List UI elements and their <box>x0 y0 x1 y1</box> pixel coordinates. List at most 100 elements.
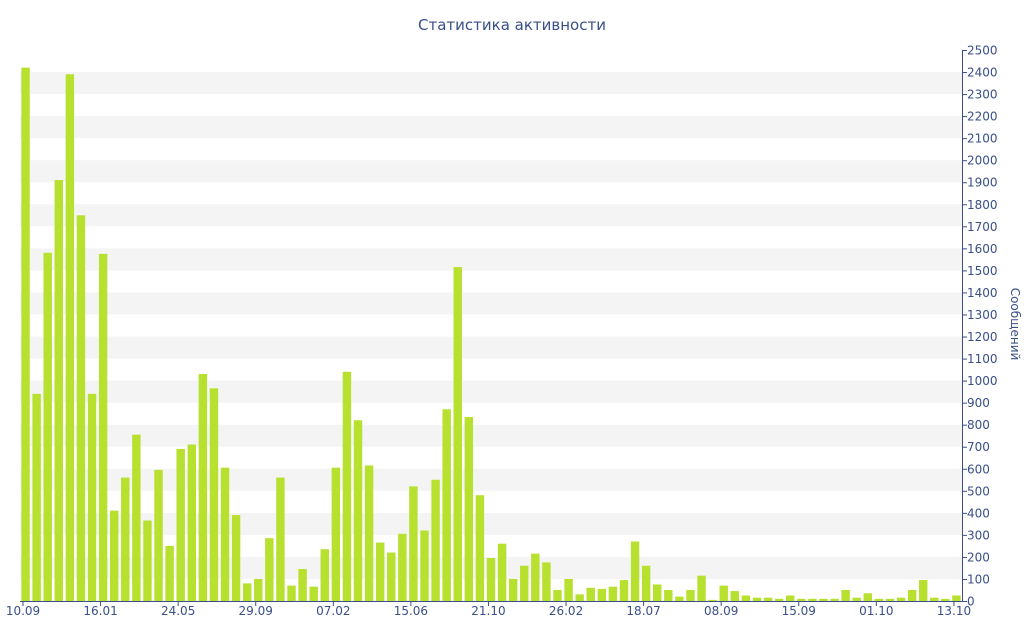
y-tick-label: 2500 <box>967 44 998 58</box>
bar <box>154 469 163 601</box>
bar <box>930 597 939 601</box>
y-tick-label: 2300 <box>967 88 998 102</box>
y-tick-label: 700 <box>967 440 990 454</box>
bar <box>542 562 551 601</box>
bar <box>309 586 318 601</box>
bar <box>32 393 41 601</box>
grid-band <box>20 336 962 359</box>
grid-band <box>20 116 962 139</box>
y-tick-label: 1500 <box>967 264 998 278</box>
bar <box>76 215 86 602</box>
y-tick-label: 1800 <box>967 198 998 212</box>
bar <box>819 598 828 601</box>
bar <box>121 477 130 601</box>
x-tick-label: 10.09 <box>6 604 40 618</box>
bar <box>98 253 108 601</box>
y-tick-label: 1000 <box>967 374 998 388</box>
bar <box>675 596 684 601</box>
bar <box>830 598 839 601</box>
grid-band <box>20 424 962 447</box>
bar <box>741 595 751 601</box>
bar <box>564 578 573 601</box>
y-tick-label: 2000 <box>967 154 998 168</box>
x-tick-label: 01.10 <box>859 604 893 618</box>
chart-title: Статистика активности <box>418 16 606 34</box>
grid-band <box>20 72 962 95</box>
bar <box>342 371 352 601</box>
bar <box>132 434 141 601</box>
y-tick-label: 400 <box>967 506 990 520</box>
bar <box>641 565 651 601</box>
grid-band <box>20 248 962 271</box>
bar <box>730 591 740 601</box>
bar <box>941 598 950 601</box>
bar <box>952 595 961 601</box>
bar <box>464 416 474 601</box>
bar <box>774 598 784 601</box>
y-tick-label: 1300 <box>967 308 998 322</box>
bar <box>597 588 607 601</box>
bar <box>486 558 496 601</box>
bar <box>453 267 462 601</box>
bar <box>664 589 673 601</box>
bar <box>520 565 529 601</box>
y-tick-label: 300 <box>967 528 990 542</box>
bar <box>298 569 307 601</box>
y-tick-label: 2400 <box>967 66 998 80</box>
y-tick-label: 500 <box>967 484 990 498</box>
bar <box>896 597 906 601</box>
bar <box>808 598 817 601</box>
bar <box>719 585 728 601</box>
grid-band <box>20 292 962 315</box>
bar <box>242 583 252 601</box>
bar <box>686 589 695 601</box>
bars <box>21 67 961 602</box>
x-tick-label: 24.05 <box>161 604 195 618</box>
bar <box>54 180 63 602</box>
y-tick-label: 100 <box>967 572 990 586</box>
bar <box>143 520 152 601</box>
bar <box>187 444 196 601</box>
bar <box>919 580 928 601</box>
bar <box>165 545 174 601</box>
bar <box>697 575 706 601</box>
bar <box>331 467 341 601</box>
grid-band <box>20 380 962 403</box>
y-tick-label: 1100 <box>967 352 998 366</box>
bar <box>364 465 374 601</box>
bar <box>531 553 540 601</box>
bar <box>21 67 30 601</box>
y-tick-label: 1600 <box>967 242 998 256</box>
bar <box>708 599 717 601</box>
y-tick-label: 900 <box>967 396 990 410</box>
x-tick-label: 29.09 <box>239 604 273 618</box>
y-tick-label: 200 <box>967 550 990 564</box>
bar <box>508 578 518 601</box>
bar <box>907 589 917 601</box>
x-tick-label: 18.07 <box>626 604 660 618</box>
y-tick-label: 1200 <box>967 330 998 344</box>
bar <box>442 409 451 601</box>
bar <box>409 486 418 601</box>
x-tick-label: 26.02 <box>549 604 583 618</box>
x-tick-label: 21.10 <box>471 604 505 618</box>
bar <box>553 589 562 601</box>
grid-band <box>20 160 962 183</box>
grid-band <box>20 204 962 227</box>
bar <box>786 595 795 601</box>
y-tick-label: 1700 <box>967 220 998 234</box>
bar <box>254 578 263 601</box>
bar <box>431 479 440 601</box>
bar <box>497 543 507 601</box>
bar <box>763 597 773 601</box>
bar <box>619 580 629 601</box>
y-tick-label: 2200 <box>967 110 998 124</box>
x-tick-label: 15.09 <box>782 604 816 618</box>
x-tick-label: 13.10 <box>937 604 971 618</box>
bar <box>265 538 274 601</box>
grid-band <box>20 512 962 535</box>
bar <box>475 495 485 601</box>
bar <box>841 589 850 601</box>
bar <box>176 448 185 601</box>
